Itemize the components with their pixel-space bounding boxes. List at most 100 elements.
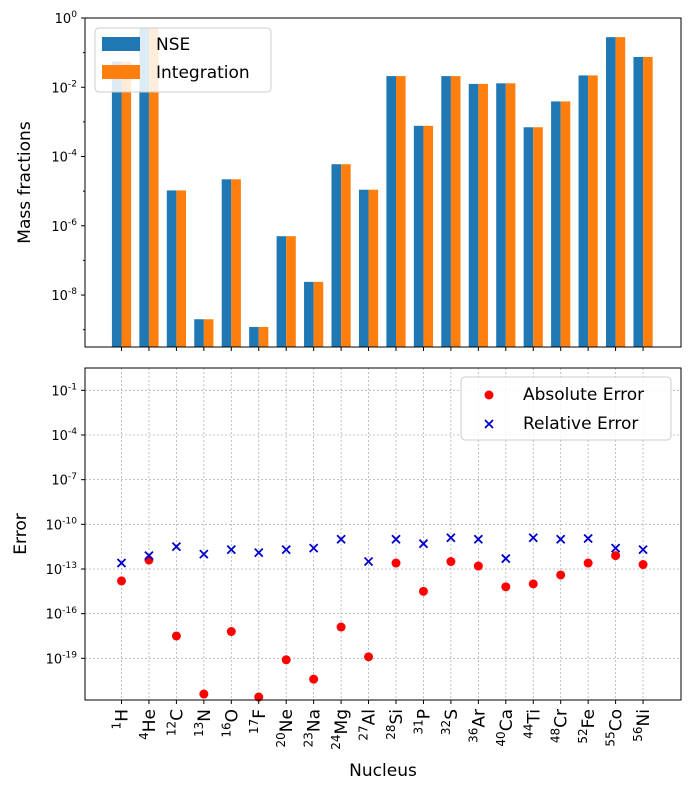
bar-integration-S <box>450 76 461 348</box>
abs-error-point-Co <box>611 551 621 561</box>
bar-integration-He <box>148 28 159 348</box>
bar-nse-Ne <box>276 236 287 347</box>
rel-error-point-Ar <box>473 534 483 544</box>
xtick-label-Fe: 52Fe <box>576 709 599 744</box>
top-ylabel: Mass fractions <box>15 121 35 244</box>
abs-error-point-O <box>226 627 236 637</box>
bar-nse-C <box>166 190 177 347</box>
rel-error-point-Co <box>610 543 621 553</box>
xtick-label-Ar: 36Ar <box>466 709 489 743</box>
bottom-ylabel: Error <box>11 513 31 554</box>
bar-nse-N <box>194 319 204 347</box>
legend-label-relative: Relative Error <box>523 414 638 434</box>
xtick-label-O: 16O <box>219 709 242 738</box>
bar-nse-He <box>139 28 149 348</box>
abs-error-point-Ca <box>501 582 511 592</box>
bottom-ytick-label: 10-1 <box>51 382 77 399</box>
abs-error-point-H <box>117 576 126 586</box>
mass-fraction-chart: 100 10-2 10-4 10-6 10-8 Mass fractions NSE Inte… <box>15 10 682 351</box>
rel-error-point-N <box>199 549 209 559</box>
rel-error-point-Ni <box>638 544 648 555</box>
bar-integration-Ar <box>478 83 488 347</box>
bar-nse-F <box>249 326 259 347</box>
abs-error-point-P <box>418 586 428 596</box>
rel-error-point-S <box>446 533 456 543</box>
bar-integration-Fe <box>588 75 598 348</box>
bar-integration-N <box>203 319 214 347</box>
bar-nse-Co <box>606 37 616 348</box>
xtick-label-N: 13N <box>192 709 215 737</box>
rel-error-point-He <box>144 550 154 561</box>
abs-error-point-Ar <box>473 561 483 571</box>
bar-integration-Al <box>368 189 379 347</box>
bar-integration-H <box>121 61 132 347</box>
bottom-ytick-label: 10-10 <box>46 516 78 533</box>
top-axes-frame <box>84 17 682 348</box>
bar-integration-Ne <box>286 236 296 347</box>
xtick-label-Co: 55Co <box>604 709 627 747</box>
bar-nse-S <box>441 76 451 348</box>
bar-integration-Co <box>615 37 626 348</box>
bar-nse-Mg <box>331 164 342 347</box>
rel-error-point-Si <box>391 534 401 544</box>
legend-marker-absolute <box>484 390 494 400</box>
bar-integration-Ni <box>643 56 653 347</box>
rel-error-point-Na <box>309 543 319 553</box>
abs-error-point-N <box>199 689 209 699</box>
top-ytick-label: 100 <box>55 10 78 27</box>
bar-nse-Ca <box>496 83 506 347</box>
top-ytick-label: 10-8 <box>51 287 77 304</box>
bar-nse-Ar <box>468 83 479 347</box>
xtick-label-Na: 23Na <box>302 709 325 747</box>
bottom-ytick-label: 10-13 <box>46 561 78 578</box>
abs-error-point-Mg <box>336 622 346 632</box>
top-ytick-label: 10-4 <box>51 149 77 166</box>
rel-error-point-F <box>254 547 264 558</box>
abs-error-point-F <box>254 692 264 702</box>
bar-nse-Ti <box>523 127 534 347</box>
abs-error-point-S <box>446 557 456 567</box>
abs-error-point-He <box>144 555 154 565</box>
bar-integration-Cr <box>560 101 571 348</box>
top-legend: NSE Integration <box>94 27 272 93</box>
xtick-label-C: 12C <box>164 709 187 736</box>
abs-error-point-Al <box>364 652 374 662</box>
rel-error-point-Fe <box>583 533 593 544</box>
abs-error-point-Fe <box>583 558 593 568</box>
bar-nse-Na <box>304 281 314 347</box>
top-ytick-label: 10-6 <box>51 218 77 235</box>
bar-nse-Al <box>358 189 369 347</box>
bar-integration-Na <box>313 281 324 347</box>
bar-nse-Si <box>386 76 396 348</box>
bar-nse-Fe <box>578 75 589 348</box>
rel-error-point-O <box>226 544 236 555</box>
rel-error-point-Cr <box>556 534 566 544</box>
xtick-label-Ti: 44Ti <box>521 709 544 739</box>
legend-swatch-nse <box>102 37 140 51</box>
bar-integration-O <box>231 179 241 347</box>
abs-error-point-Na <box>309 674 319 684</box>
rel-error-point-Mg <box>336 534 346 544</box>
bar-nse-P <box>413 125 424 347</box>
bottom-ytick-label: 10-7 <box>51 472 77 489</box>
abs-error-point-Si <box>391 558 401 568</box>
legend-swatch-integration <box>102 65 140 79</box>
abs-error-point-Cr <box>556 570 566 580</box>
abs-error-point-Ne <box>281 655 291 665</box>
bottom-ytick-label: 10-16 <box>46 606 78 623</box>
bottom-xlabel: Nucleus <box>349 761 417 781</box>
bar-nse-O <box>221 179 232 347</box>
bottom-ytick-label: 10-4 <box>51 427 77 444</box>
xtick-label-He: 4He <box>137 709 160 740</box>
bar-integration-Si <box>396 76 406 348</box>
xtick-label-S: 32S <box>439 709 462 735</box>
bottom-legend: Absolute Error Relative Error <box>460 376 672 441</box>
abs-error-point-C <box>171 631 181 641</box>
xtick-label-Si: 28Si <box>384 709 407 740</box>
legend-marker-relative <box>484 419 494 429</box>
bar-nse-H <box>111 61 122 347</box>
rel-error-point-C <box>171 542 182 552</box>
bar-nse-Cr <box>551 101 561 348</box>
bottom-axes-frame <box>84 367 682 701</box>
abs-error-point-Ti <box>528 579 538 589</box>
